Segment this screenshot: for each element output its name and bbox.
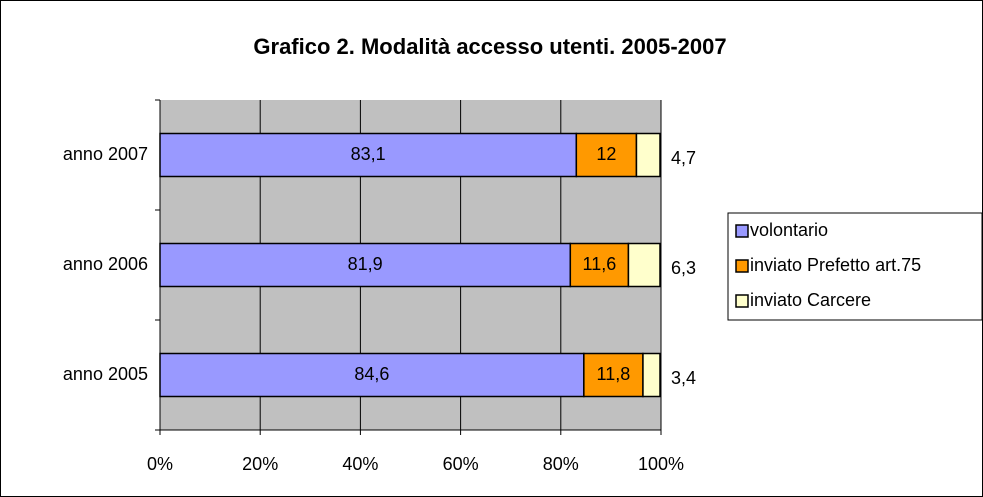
data-label: 11,6	[583, 254, 617, 274]
x-tick-label: 0%	[147, 454, 173, 474]
legend-swatch	[735, 259, 749, 273]
legend-label: inviato Carcere	[750, 290, 871, 310]
bar-segment	[635, 132, 661, 178]
legend-swatch	[735, 224, 749, 238]
bar-segment	[642, 352, 661, 398]
x-tick-label: 60%	[443, 454, 479, 474]
x-tick-label: 100%	[638, 454, 684, 474]
data-label: 83,1	[351, 144, 386, 164]
bar-segment	[627, 242, 661, 288]
legend-box	[727, 212, 983, 321]
y-tick-label: anno 2005	[63, 364, 148, 384]
chart-title: Grafico 2. Modalità accesso utenti. 2005…	[253, 34, 726, 59]
data-label: 12	[596, 144, 616, 164]
bar-segment	[575, 132, 638, 178]
bar-segment	[159, 352, 585, 398]
legend-label: inviato Prefetto art.75	[750, 255, 921, 275]
data-label: 84,6	[354, 364, 389, 384]
x-tick-label: 80%	[543, 454, 579, 474]
data-label: 6,3	[671, 258, 696, 278]
legend-label: volontario	[750, 220, 828, 240]
x-tick-label: 40%	[342, 454, 378, 474]
x-tick-label: 20%	[242, 454, 278, 474]
data-label: 4,7	[671, 148, 696, 168]
legend-swatch	[735, 294, 749, 308]
y-tick-label: anno 2006	[63, 254, 148, 274]
bar-segment	[569, 242, 630, 288]
data-label: 11,8	[597, 364, 631, 384]
data-label: 3,4	[671, 368, 696, 388]
bar-segment	[159, 242, 572, 288]
y-tick-label: anno 2007	[63, 144, 148, 164]
data-label: 81,9	[348, 254, 383, 274]
